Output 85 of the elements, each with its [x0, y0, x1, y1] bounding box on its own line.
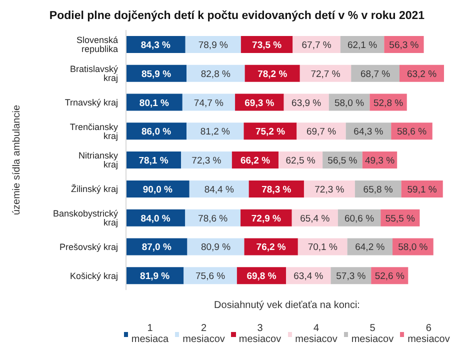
chart-title: Podiel plne dojčených detí k počtu evidovaných detí v % v roku 2021: [48, 9, 426, 24]
data-label: 62,5 %: [286, 156, 316, 167]
y-tick-label: Banskobystrický kraj: [52, 208, 118, 228]
y-tick-label: Košický kraj: [70, 270, 118, 281]
legend-title: Dosiahnutý vek dieťaťa na konci:: [213, 300, 361, 311]
legend-label: 6 mesiacov: [406, 323, 450, 345]
data-label: 59,1 %: [407, 184, 438, 196]
data-label: 64,2 %: [355, 242, 386, 254]
data-label: 55,5 %: [385, 213, 416, 224]
data-label: 81,2 %: [200, 126, 231, 138]
data-label: 74,7 %: [194, 98, 224, 109]
data-label: 84,0 %: [140, 213, 171, 224]
data-label: 76,2 %: [256, 242, 286, 254]
y-axis-title: územie sídla ambulancie: [12, 104, 23, 216]
legend-label: 1 mesiaca: [130, 323, 170, 345]
data-label: 58,6 %: [396, 126, 428, 138]
y-tick-label: Slovenská republika: [76, 35, 118, 54]
data-label: 52,6 %: [374, 271, 405, 282]
bar: [300, 64, 352, 82]
data-label: 63,9 %: [292, 98, 322, 109]
data-label: 75,2 %: [255, 126, 286, 138]
data-label: 69,3 %: [244, 98, 275, 109]
data-label: 69,7 %: [306, 126, 337, 138]
legend-label: 4 mesiacov: [294, 323, 338, 345]
data-label: 78,6 %: [198, 213, 228, 224]
data-label: 84,3 %: [140, 40, 172, 51]
data-label: 65,8 %: [363, 184, 394, 196]
data-label: 64,3 %: [354, 126, 384, 138]
data-label: 49,3 %: [364, 156, 396, 167]
bar: [189, 180, 249, 198]
data-label: 58,0 %: [334, 98, 365, 109]
data-label: 87,0 %: [142, 242, 172, 254]
data-label: 81,9 %: [140, 271, 170, 282]
y-tick-label: Bratislavský kraj: [70, 64, 118, 84]
data-label: 57,3 %: [336, 271, 366, 282]
data-label: 56,3 %: [389, 40, 420, 51]
data-label: 68,7 %: [360, 68, 391, 80]
y-tick-label: Prešovský kraj: [59, 242, 118, 252]
data-label: 72,3 %: [192, 156, 222, 167]
data-label: 75,6 %: [196, 271, 226, 282]
data-label: 78,9 %: [198, 40, 228, 51]
data-label: 78,3 %: [262, 184, 292, 196]
data-label: 65,4 %: [300, 213, 330, 224]
data-label: 72,7 %: [310, 68, 341, 80]
legend-label: 2 mesiacov: [182, 323, 226, 345]
data-label: 56,5 %: [328, 156, 358, 167]
data-label: 73,5 %: [252, 40, 282, 51]
bar: [181, 152, 232, 169]
y-tick-label: Nitriansky kraj: [78, 150, 118, 170]
bar: [185, 36, 241, 53]
legend-label: 3 mesiacov: [238, 323, 282, 345]
data-label: 80,1 %: [139, 98, 170, 109]
data-label: 82,8 %: [200, 68, 231, 80]
data-label: 67,7 %: [302, 40, 332, 51]
data-label: 60,6 %: [344, 213, 375, 224]
legend-label: 5 mesiacov: [350, 323, 394, 345]
bar: [304, 180, 355, 198]
data-label: 78,1 %: [138, 156, 169, 167]
bar: [182, 94, 236, 111]
bar: [185, 209, 241, 226]
y-tick-label: Žilinský kraj: [70, 184, 118, 194]
data-label: 58,0 %: [398, 242, 428, 254]
bar: [186, 64, 245, 82]
data-label: 78,2 %: [258, 68, 288, 80]
data-label: 72,3 %: [314, 184, 345, 196]
data-label: 90,0 %: [142, 184, 174, 196]
data-label: 84,4 %: [204, 184, 234, 196]
data-label: 69,8 %: [246, 271, 277, 282]
bar: [296, 122, 346, 140]
data-label: 80,9 %: [200, 242, 232, 254]
bar: [186, 122, 244, 140]
data-label: 70,1 %: [308, 242, 338, 254]
data-label: 52,8 %: [374, 98, 404, 109]
data-label: 63,2 %: [406, 68, 438, 80]
data-label: 66,2 %: [240, 156, 271, 167]
data-label: 86,0 %: [141, 126, 172, 138]
data-label: 72,9 %: [251, 213, 282, 224]
data-label: 63,4 %: [294, 271, 324, 282]
data-label: 85,9 %: [141, 68, 172, 80]
data-label: 62,1 %: [347, 40, 378, 51]
y-tick-label: Trnavský kraj: [64, 97, 118, 108]
bar: [298, 238, 348, 256]
bar: [292, 36, 340, 53]
bar: [184, 267, 237, 284]
y-tick-label: Trenčiansky kraj: [70, 122, 118, 141]
